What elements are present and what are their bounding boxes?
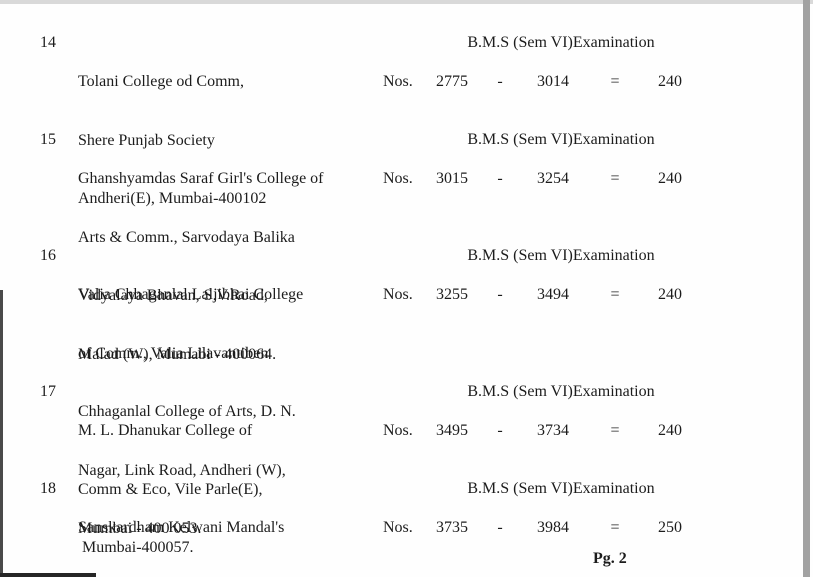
seat-numbers-line: Nos. 3495 - 3734 = 240 <box>383 421 688 441</box>
seat-to: 3984 <box>537 519 569 536</box>
exam-details: B.M.S (Sem VI)Examination Nos. 2775 - 30… <box>383 33 713 90</box>
range-dash: - <box>497 422 503 439</box>
scan-artifact-right-bar <box>803 0 810 577</box>
address-line: Mumbai-400057. <box>78 539 194 556</box>
seat-total: 240 <box>658 170 682 187</box>
nos-label: Nos. <box>383 519 413 536</box>
range-dash: - <box>497 73 503 90</box>
range-dash: - <box>497 170 503 187</box>
page-number: Pg. 2 <box>593 550 627 567</box>
seat-from: 3255 <box>436 286 468 303</box>
seat-from: 3495 <box>436 422 468 439</box>
seat-total: 250 <box>658 519 682 536</box>
equals-sign: = <box>610 73 620 90</box>
seat-to: 3254 <box>537 170 569 187</box>
entry-number: 16 <box>40 247 56 264</box>
range-dash: - <box>497 286 503 303</box>
nos-label: Nos. <box>383 286 413 303</box>
seat-from: 3735 <box>436 519 468 536</box>
address-line: of Comm., Valia Lilavantiben <box>78 344 269 362</box>
scan-artifact-bottom-line <box>0 573 96 577</box>
seat-total: 240 <box>658 422 682 439</box>
seat-numbers-line: Nos. 3735 - 3984 = 250 <box>383 518 688 538</box>
seat-total: 240 <box>658 73 682 90</box>
exam-title: B.M.S (Sem VI)Examination <box>467 34 655 51</box>
address-line: Chhaganlal College of Arts, D. N. <box>78 403 296 420</box>
exam-title: B.M.S (Sem VI)Examination <box>467 131 655 148</box>
college-address: Sanskardham Kelwani Mandal's Jashbhai Ma… <box>78 479 378 577</box>
seat-to: 3494 <box>537 286 569 303</box>
address-line: Ghanshyamdas Saraf Girl's College of <box>78 170 324 187</box>
address-line: Sanskardham Kelwani Mandal's <box>78 519 285 536</box>
entry-number: 15 <box>40 131 56 148</box>
nos-label: Nos. <box>383 73 413 90</box>
address-line: Andheri(E), Mumbai-400102 <box>78 190 267 207</box>
range-dash: - <box>497 519 503 536</box>
scan-artifact-top-strip <box>0 0 813 4</box>
address-line: Arts & Comm., Sarvodaya Balika <box>78 228 295 246</box>
entry-number: 18 <box>40 480 56 497</box>
nos-label: Nos. <box>383 170 413 187</box>
exam-details: B.M.S (Sem VI)Examination Nos. 3735 - 39… <box>383 479 713 536</box>
exam-title: B.M.S (Sem VI)Examination <box>467 247 655 264</box>
address-line: Vidyalaya Bhavan, S.V.Road, <box>78 287 268 304</box>
exam-details: B.M.S (Sem VI)Examination Nos. 3015 - 32… <box>383 130 713 187</box>
address-line: Nagar, Link Road, Andheri (W), <box>78 461 286 479</box>
exam-details: B.M.S (Sem VI)Examination Nos. 3255 - 34… <box>383 246 713 303</box>
college-address: Valia Chhaganlal Laljibhai College of Co… <box>78 246 378 577</box>
address-line: Valia Chhaganlal Laljibhai College <box>78 286 304 303</box>
scan-artifact-left-line <box>0 290 3 577</box>
seat-numbers-line: Nos. 3255 - 3494 = 240 <box>383 285 688 305</box>
equals-sign: = <box>610 170 620 187</box>
nos-label: Nos. <box>383 422 413 439</box>
exam-title: B.M.S (Sem VI)Examination <box>467 480 655 497</box>
address-line: Shere Punjab Society <box>78 131 215 149</box>
seat-to: 3734 <box>537 422 569 439</box>
seat-numbers-line: Nos. 3015 - 3254 = 240 <box>383 169 688 189</box>
college-address: Tolani College od Comm, Shere Punjab Soc… <box>78 33 378 248</box>
address-line: Mumbai - 400 053. <box>78 520 202 537</box>
equals-sign: = <box>610 286 620 303</box>
seat-from: 3015 <box>436 170 468 187</box>
address-line: Malad (W), Mumabi - 400064. <box>78 345 277 363</box>
equals-sign: = <box>610 422 620 439</box>
seat-to: 3014 <box>537 73 569 90</box>
address-line: M. L. Dhanukar College of <box>78 422 253 439</box>
seat-numbers-line: Nos. 2775 - 3014 = 240 <box>383 72 688 92</box>
address-line: Comm & Eco, Vile Parle(E), <box>78 480 263 498</box>
exam-title: B.M.S (Sem VI)Examination <box>467 383 655 400</box>
entry-number: 17 <box>40 383 56 400</box>
college-address: M. L. Dhanukar College of Comm & Eco, Vi… <box>78 382 378 577</box>
address-line: Tolani College od Comm, <box>78 73 244 90</box>
college-address: Ghanshyamdas Saraf Girl's College of Art… <box>78 130 378 403</box>
exam-details: B.M.S (Sem VI)Examination Nos. 3495 - 37… <box>383 382 713 439</box>
seat-from: 2775 <box>436 73 468 90</box>
entry-number: 14 <box>40 34 56 51</box>
equals-sign: = <box>610 519 620 536</box>
seat-total: 240 <box>658 286 682 303</box>
